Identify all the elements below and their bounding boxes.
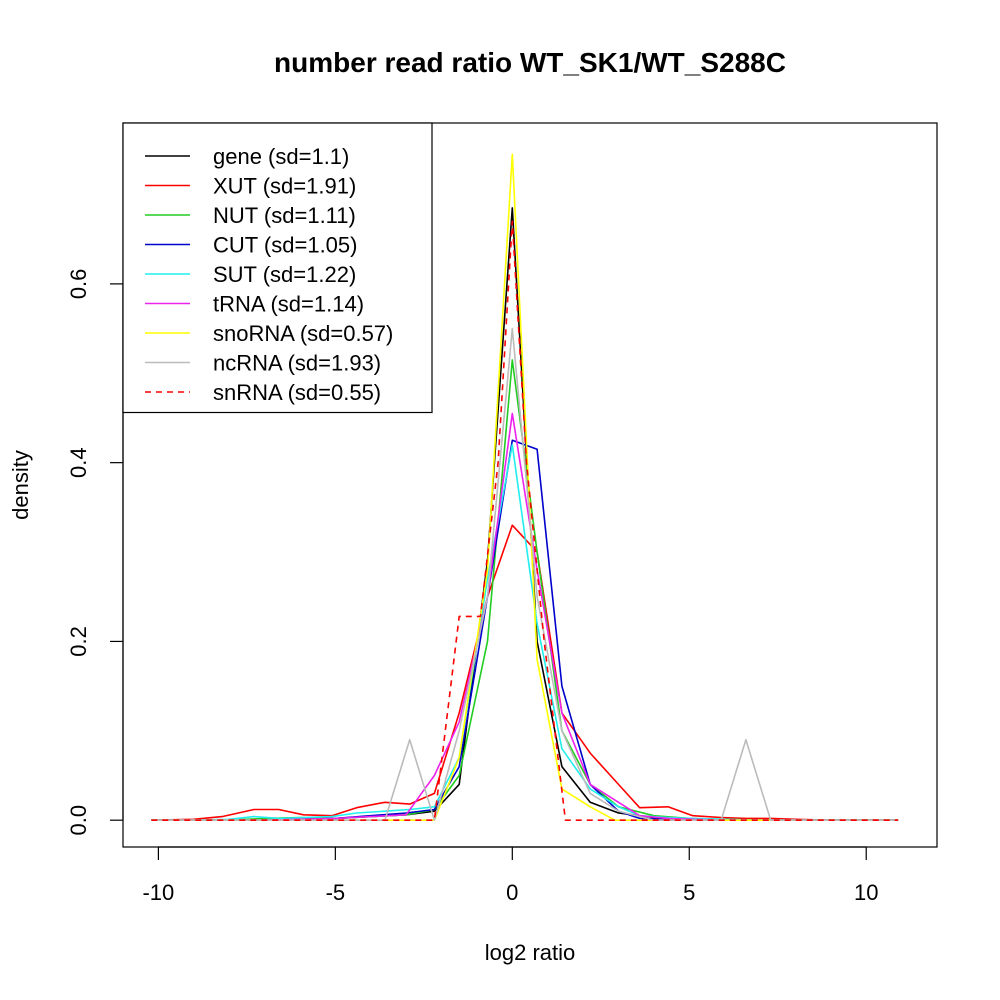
legend-label: ncRNA (sd=1.93): [213, 351, 381, 376]
x-tick-label: 10: [854, 880, 878, 905]
chart-title: number read ratio WT_SK1/WT_S288C: [274, 47, 786, 78]
legend-label: XUT (sd=1.91): [213, 174, 356, 199]
y-tick-label: 0.6: [66, 269, 91, 300]
legend-box: [122, 122, 433, 414]
legend-label: CUT (sd=1.05): [213, 233, 357, 258]
y-tick-label: 0.0: [66, 805, 91, 836]
y-tick-label: 0.2: [66, 626, 91, 657]
series-layer: [151, 153, 899, 822]
legend-label: tRNA (sd=1.14): [213, 292, 364, 317]
legend-label: snoRNA (sd=0.57): [213, 321, 393, 346]
y-tick-label: 0.4: [66, 447, 91, 478]
x-tick-label: -10: [142, 880, 174, 905]
plot-frame: [122, 122, 938, 848]
y-axis-label: density: [8, 450, 33, 520]
legend-label: NUT (sd=1.11): [213, 203, 356, 228]
x-tick-label: 0: [506, 880, 518, 905]
legend: gene (sd=1.1) XUT (sd=1.91) NUT (sd=1.11) C…: [122, 122, 433, 414]
x-tick-label: -5: [326, 880, 346, 905]
x-tick-label: 5: [683, 880, 695, 905]
legend-label: gene (sd=1.1): [213, 144, 349, 169]
x-axis-label: log2 ratio: [485, 940, 576, 965]
legend-label: snRNA (sd=0.55): [213, 380, 381, 405]
legend-label: SUT (sd=1.22): [213, 262, 356, 287]
series-line-snRNA: [151, 220, 899, 822]
